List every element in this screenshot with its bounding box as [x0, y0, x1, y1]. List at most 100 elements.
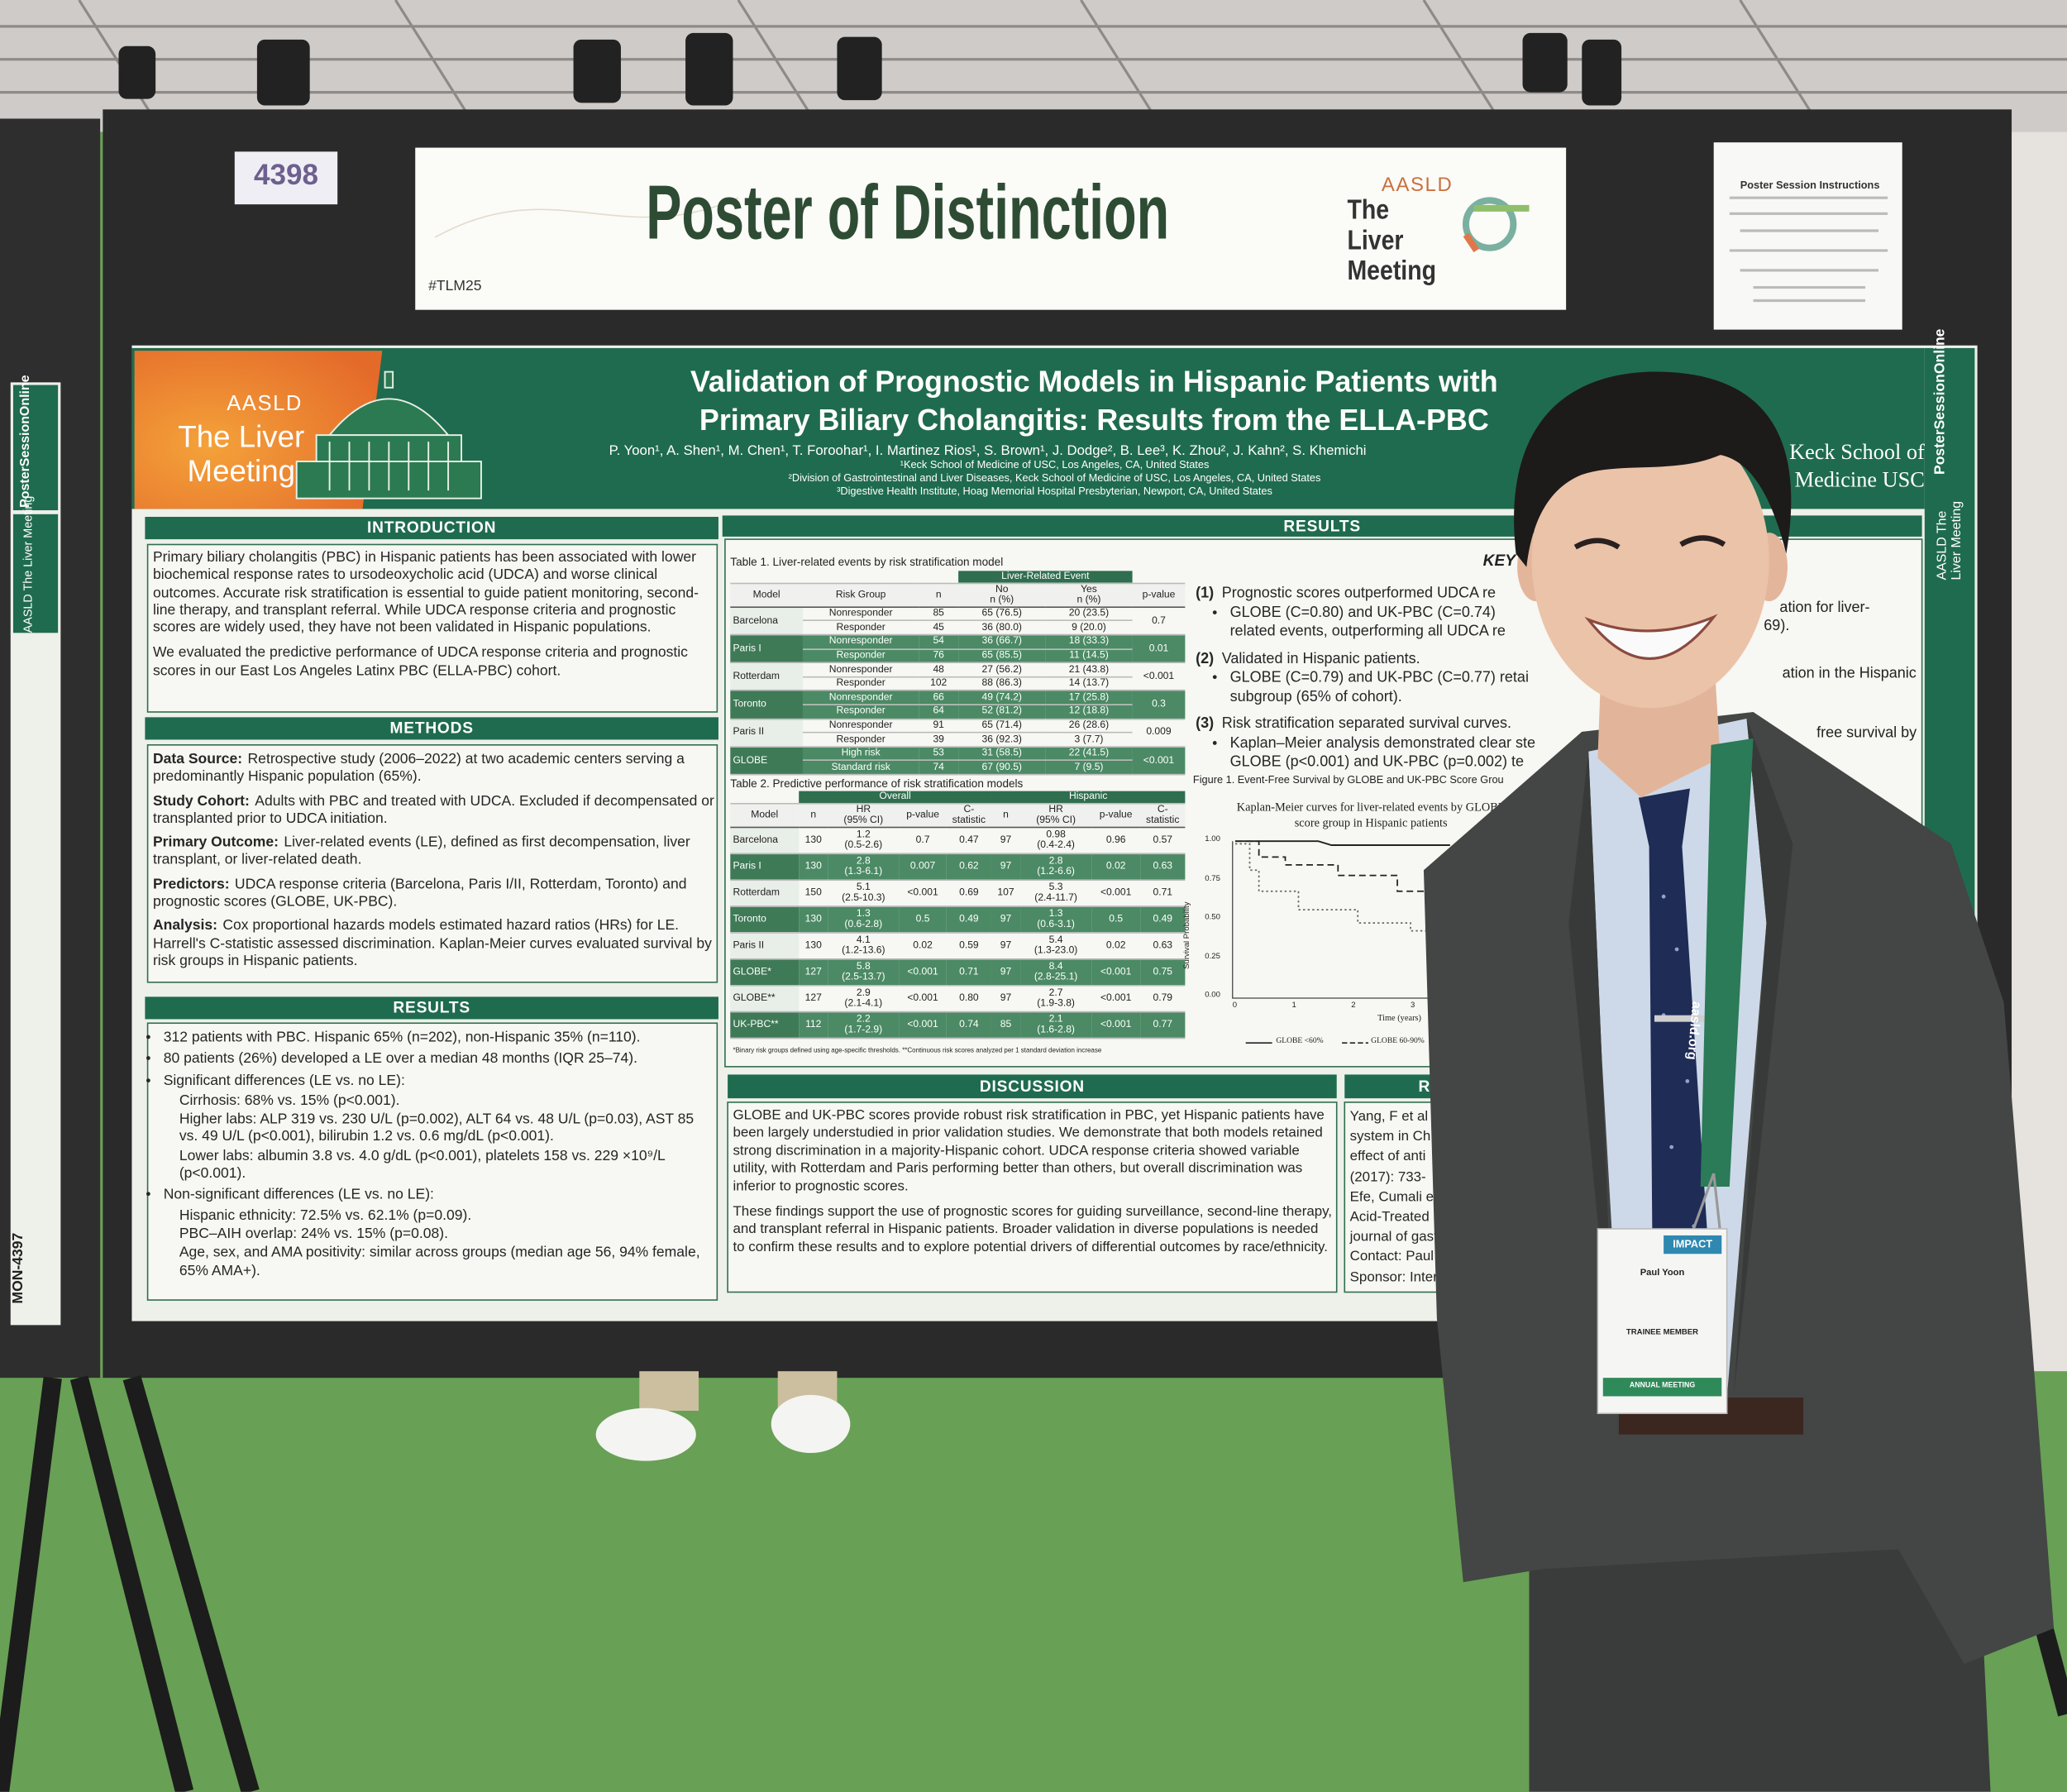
cell: 53: [919, 746, 959, 762]
cell: 22 (41.5): [1045, 746, 1133, 762]
cell: 65 (76.5): [958, 606, 1046, 622]
cell: 85: [991, 1011, 1021, 1039]
finding-sub: GLOBE (C=0.80) and UK-PBC (C=0.74) relate…: [1196, 603, 1630, 641]
cell: 27 (56.2): [958, 662, 1046, 678]
table-caption: Table 1. Liver-related events by risk st…: [730, 555, 1004, 569]
y-tick-label: 1.00: [1205, 835, 1220, 844]
cell: 20 (23.5): [1045, 606, 1133, 622]
column-header: Model: [730, 582, 803, 608]
banner-decoration: [434, 197, 739, 238]
cell: 3 (7.7): [1045, 732, 1133, 748]
header-band: [145, 717, 718, 740]
smile: [1584, 614, 1718, 660]
cell: 0.57: [1140, 827, 1186, 854]
bullet-text: Non-significant differences (LE vs. no L…: [163, 1187, 434, 1203]
cell: 0.62: [946, 853, 991, 881]
cell: 0.49: [946, 906, 991, 934]
model-cell: Toronto: [730, 906, 800, 934]
sub-line: GLOBE (C=0.79) and UK-PBC (C=0.77) retai: [1229, 669, 1529, 686]
p-cell: 0.3: [1132, 691, 1186, 719]
cell: 0.49: [1140, 906, 1186, 934]
cell: 97: [991, 906, 1021, 934]
table-row: Barcelona Nonresponder 85 65 (76.5) 20 (23.5…: [730, 606, 1186, 636]
meeting-logo: [1462, 197, 1530, 253]
table-row: Responder 102 88 (86.3) 14 (13.7): [730, 676, 1185, 691]
method-label: Primary Outcome:: [152, 834, 279, 851]
cell: 85: [919, 606, 959, 622]
school-line: Keck School of: [1789, 438, 1925, 465]
p-cell: 0.7: [1132, 606, 1186, 636]
cell: 5.1 (2.5-10.3): [828, 879, 900, 907]
finding-text: Risk stratification separated survival c…: [1221, 715, 1512, 732]
section-heading: DISCUSSION: [979, 1077, 1085, 1096]
cell: 0.02: [899, 932, 947, 960]
bullet-text: 80 patients (26%) developed a LE over a …: [163, 1051, 637, 1068]
column-header: n: [991, 803, 1021, 828]
cell: 130: [799, 827, 828, 854]
banner-org: AASLD: [1381, 174, 1454, 197]
x-axis-label: Time (years): [1377, 1014, 1422, 1024]
cell: <0.001: [1091, 879, 1141, 907]
cell: 7 (9.5): [1045, 760, 1133, 776]
group-header: Overall: [799, 790, 991, 804]
header-band: [145, 996, 718, 1020]
model-cell: Rotterdam: [730, 662, 803, 692]
sub-bullet: Higher labs: ALP 319 vs. 230 U/L (p=0.00…: [179, 1111, 695, 1145]
p-cell: 0.009: [1132, 718, 1186, 748]
cell: 45: [919, 620, 959, 636]
cell: 65 (71.4): [958, 718, 1046, 734]
bullet: Non-significant differences (LE vs. no L…: [164, 1187, 714, 1280]
cell: Nonresponder: [802, 606, 919, 622]
paragraph: Primary biliary cholangitis (PBC) in His…: [152, 549, 699, 636]
table-row: Rotterdam Nonresponder 48 27 (56.2) 21 (43.8…: [730, 662, 1186, 692]
model-cell: Barcelona: [730, 827, 800, 854]
cell: Nonresponder: [802, 662, 919, 678]
model-cell: Toronto: [730, 691, 803, 719]
cell: 0.7: [899, 827, 947, 854]
sub-bullet: GLOBE (C=0.79) and UK-PBC (C=0.77) retai…: [1230, 668, 1631, 706]
model-cell: Paris II: [730, 932, 800, 960]
table-caption: Table 2. Predictive performance of risk …: [730, 777, 1024, 791]
cell: 1.2 (0.5-2.6): [828, 827, 900, 854]
reference-line: (2017): 733-: [1349, 1168, 1426, 1185]
cell: 0.96: [1091, 827, 1141, 854]
bullet-text: 312 patients with PBC. Hispanic 65% (n=2…: [163, 1030, 641, 1046]
cell: 0.63: [1140, 932, 1186, 960]
cell: 65 (85.5): [958, 648, 1046, 664]
finding: (3) Risk stratification separated surviva…: [1196, 714, 1630, 772]
cell: 14 (13.7): [1045, 676, 1133, 691]
cell: 88 (86.3): [958, 676, 1046, 691]
introduction-text: Primary biliary cholangitis (PBC) in His…: [153, 550, 714, 689]
cell: 2.1 (1.6-2.8): [1020, 1011, 1092, 1039]
table-row: UK-PBC** 112 2.2 (1.7-2.9) <0.001 0.74 85 2.1 …: [730, 1011, 1186, 1039]
sub-line: GLOBE (C=0.80) and UK-PBC (C=0.74): [1229, 605, 1496, 621]
sub-bullet: Age, sex, and AMA positivity: similar ac…: [179, 1245, 700, 1278]
cell: 97: [991, 827, 1021, 854]
instructions-lines: [1729, 196, 1888, 303]
sub-bullet: Cirrhosis: 68% vs. 15% (p<0.001).: [179, 1092, 400, 1109]
finding-number: (1): [1196, 585, 1215, 602]
shoe: [771, 1394, 851, 1454]
cell: 36 (80.0): [958, 620, 1046, 636]
cell: 0.47: [946, 827, 991, 854]
model-cell: Paris II: [730, 718, 803, 748]
affiliation: ³Digestive Health Institute, Hoag Memori…: [837, 485, 1272, 498]
cell: 0.02: [1091, 853, 1141, 881]
table-2: Overall Hispanic Model n HR (95% CI) p-value C…: [730, 790, 1186, 1039]
section-box: [146, 543, 718, 713]
section-box: [146, 744, 718, 983]
method-item: Predictors: UDCA response criteria (Barce…: [153, 877, 714, 911]
table-row: GLOBE** 127 2.9 (2.1-4.1) <0.001 0.80 97 2.7 (…: [730, 985, 1186, 1013]
logo-org: AASLD: [227, 393, 303, 416]
cell: <0.001: [899, 958, 947, 987]
cell: 26 (28.6): [1045, 718, 1133, 734]
section-box: [727, 1101, 1338, 1293]
cell: Responder: [802, 705, 919, 719]
cell: 36 (66.7): [958, 634, 1046, 650]
column-header: C- statistic: [946, 803, 991, 828]
paragraph: We evaluated the predictive performance …: [152, 645, 688, 679]
instructions-title: Poster Session Instructions: [1740, 179, 1880, 192]
finding: (2)Validated in Hispanic patients.GLOBE …: [1196, 649, 1630, 706]
